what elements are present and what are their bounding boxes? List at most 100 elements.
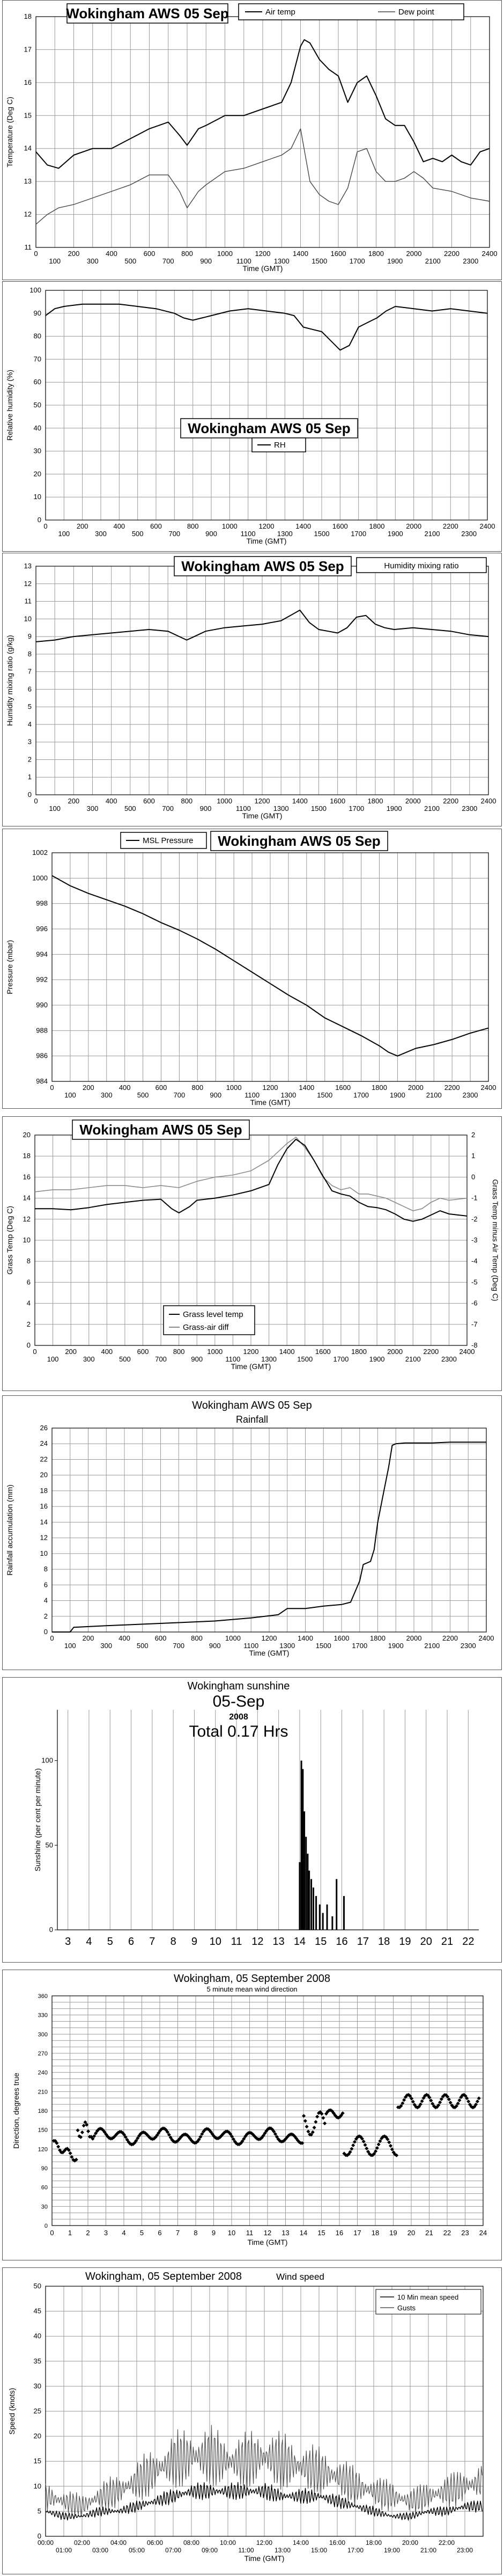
- y-tick-label: 12: [24, 580, 32, 588]
- x-tick-label-lower: 700: [174, 1091, 186, 1099]
- legend-box: [356, 557, 487, 573]
- y-right-tick-label: -4: [471, 1257, 478, 1265]
- sunshine-bar: [312, 1887, 314, 1930]
- y-tick-label: 13: [24, 562, 32, 570]
- x-tick-label-lower: 1100: [236, 257, 251, 265]
- legend-label-mixing-ratio: Humidity mixing ratio: [384, 561, 458, 570]
- y-tick-label: 16: [40, 1502, 48, 1510]
- mean-speed-line: [45, 2482, 483, 2521]
- x-tick-label-upper: 08:00: [183, 2539, 199, 2546]
- y-tick-label: 6: [44, 1580, 48, 1589]
- chart-title: Wokingham AWS 05 Sep: [79, 1122, 242, 1138]
- x-tick-label: 20: [420, 1936, 432, 1948]
- x-tick-label-upper: 16:00: [329, 2539, 345, 2546]
- x-tick-label-upper: 0: [33, 1348, 36, 1356]
- x-tick-label-upper: 1400: [293, 250, 308, 258]
- x-axis-title: Time (GMT): [243, 264, 283, 273]
- x-tick-label-upper: 1600: [315, 1348, 331, 1356]
- x-tick-label-lower: 21:00: [420, 2546, 436, 2554]
- wind-direction-point: [81, 2124, 86, 2128]
- x-tick-label-upper: 800: [173, 1348, 185, 1356]
- y-tick-label: 16: [23, 1173, 31, 1181]
- x-tick-label-upper: 2000: [406, 250, 422, 258]
- wind-direction-point: [378, 2139, 382, 2143]
- y-tick-label: 90: [41, 2165, 48, 2172]
- x-tick-label-upper: 1200: [255, 797, 270, 805]
- x-tick-label-lower: 1500: [317, 1091, 332, 1099]
- wind-direction-point: [477, 2096, 481, 2101]
- y-tick-label: 5: [38, 2507, 41, 2515]
- x-tick-label-upper: 1400: [292, 797, 308, 805]
- y-tick-label: 330: [38, 2012, 48, 2019]
- x-tick-label-lower: 17:00: [347, 2546, 364, 2554]
- x-tick-label: 13: [281, 2229, 289, 2237]
- x-tick-label-lower: 2100: [424, 804, 440, 813]
- chart-title-box: [72, 1119, 250, 1140]
- y-right-tick-label: 0: [471, 1173, 475, 1181]
- x-tick-label-upper: 1400: [295, 522, 311, 530]
- sunshine-bar: [302, 1769, 304, 1930]
- y-tick-label: 10: [34, 493, 41, 501]
- air-temp-line: [35, 39, 490, 169]
- legend-label-gusts: Gusts: [397, 2304, 416, 2312]
- y-tick-label: 26: [40, 1424, 48, 1432]
- y-axis-title: Speed (knots): [8, 2388, 16, 2434]
- x-tick-label-lower: 11:00: [238, 2546, 254, 2554]
- legend-label-grass-temp: Grass level temp: [183, 1310, 243, 1319]
- y-tick-label: 180: [38, 2108, 48, 2114]
- y-right-tick-label: -6: [471, 1299, 478, 1307]
- x-tick-label-upper: 1200: [259, 522, 275, 530]
- x-tick-label: 15: [315, 1936, 327, 1948]
- y-tick-label: 80: [34, 332, 41, 340]
- x-tick-label-lower: 1300: [279, 1642, 295, 1650]
- x-tick-label-lower: 1100: [225, 1355, 240, 1363]
- x-tick-label-lower: 2100: [424, 1642, 440, 1650]
- x-tick-label: 12: [264, 2229, 271, 2237]
- x-tick-label-lower: 19:00: [384, 2546, 400, 2554]
- x-tick-label-lower: 900: [210, 1091, 221, 1099]
- x-tick-label-upper: 14:00: [293, 2539, 309, 2546]
- y-tick-label: 14: [40, 1518, 48, 1526]
- legend-label-mean-speed: 10 Min mean speed: [397, 2293, 458, 2301]
- legend-box: [238, 3, 464, 20]
- x-tick-label-lower: 1700: [349, 804, 364, 813]
- x-tick-label-upper: 1800: [368, 797, 383, 805]
- x-tick-label-upper: 1600: [335, 1084, 351, 1092]
- wind-direction-point: [66, 2148, 71, 2152]
- y-tick-label: 270: [38, 2051, 48, 2057]
- y-tick-label: 0: [45, 2223, 48, 2229]
- y-tick-label: 0: [38, 2532, 41, 2540]
- x-tick-label: 4: [86, 1936, 92, 1948]
- plot-area-border: [51, 1995, 484, 2226]
- x-tick-label: 3: [65, 1936, 71, 1948]
- x-tick-label-lower: 700: [155, 1355, 167, 1363]
- wind-direction-point: [273, 2132, 278, 2136]
- x-tick-label-lower: 1300: [277, 530, 293, 538]
- x-tick-label-upper: 2000: [406, 1634, 422, 1642]
- y-axis-title: Grass Temp (Deg C): [5, 1206, 14, 1275]
- plot-area-border: [51, 852, 489, 1082]
- x-tick-label-lower: 1500: [297, 1355, 313, 1363]
- chart-title-right: Wind speed: [276, 2272, 324, 2282]
- legend-label-pressure: MSL Pressure: [143, 836, 193, 845]
- x-tick-label-upper: 1800: [351, 1348, 367, 1356]
- x-tick-label: 5: [107, 1936, 113, 1948]
- x-axis-title: Time (GMT): [247, 537, 287, 545]
- sunshine-bar: [310, 1879, 313, 1930]
- x-tick-label-lower: 2300: [463, 1091, 478, 1099]
- x-tick-label-upper: 1800: [368, 250, 384, 258]
- y-axis-title: Rainfall accumulation (mm): [5, 1484, 14, 1576]
- y-tick-label: 1000: [32, 874, 48, 882]
- x-tick-label: 20: [407, 2229, 415, 2237]
- x-tick-label-upper: 2200: [443, 522, 458, 530]
- wind-direction-point: [457, 2098, 462, 2103]
- wind-direction-point: [70, 2155, 74, 2159]
- y-tick-label: 60: [41, 2185, 48, 2191]
- y-tick-label: 50: [34, 2282, 41, 2290]
- x-tick-label: 4: [122, 2229, 125, 2237]
- wind-direction-point: [375, 2146, 379, 2150]
- x-tick-label-upper: 1600: [331, 250, 346, 258]
- chart-title: Wokingham, 05 September 2008: [174, 1973, 330, 1985]
- wind-direction-point: [320, 2112, 324, 2116]
